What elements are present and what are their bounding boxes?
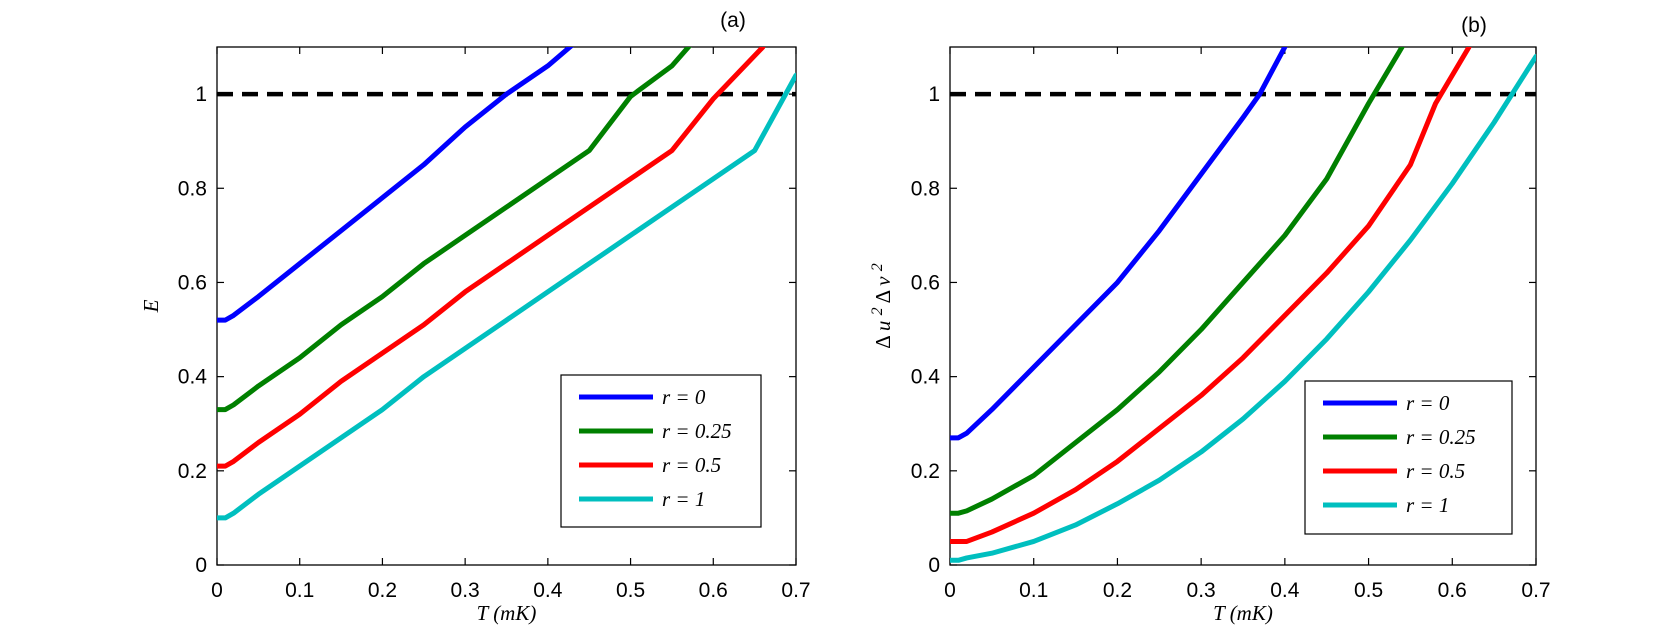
y-axis-label: Δ u 2 Δ v 2 [869, 263, 895, 349]
x-tick-label: 0 [211, 579, 223, 602]
series-line-3 [217, 72, 796, 521]
panel-a: 0 0.1 0.2 0.3 0.4 0.5 0.6 0.7 0 0.2 0.4 0.6 0.8 1 (a) T… [139, 9, 811, 625]
plot-frame [216, 46, 797, 566]
x-tick-label: 0.3 [1187, 579, 1216, 602]
y-tick-label: 0 [195, 554, 207, 577]
series-line-0 [950, 47, 1288, 441]
x-tick-label: 0.5 [1354, 579, 1383, 602]
x-tick-label: 0.5 [616, 579, 645, 602]
plot-frame [949, 46, 1537, 566]
series-line-2 [217, 47, 766, 469]
legend-label-2: r = 0.5 [1406, 459, 1465, 483]
legend-label-0: r = 0 [662, 385, 706, 409]
x-tick-label: 0.7 [781, 579, 810, 602]
x-tick-label: 0.2 [368, 579, 397, 602]
y-tick-label: 0.8 [911, 177, 940, 200]
legend-label-1: r = 0.25 [662, 419, 732, 443]
x-axis-label: T (mK) [1213, 601, 1273, 625]
x-tick-label: 0.4 [1270, 579, 1300, 602]
x-tick-label: 0.6 [699, 579, 728, 602]
y-tick-label: 0.4 [178, 366, 208, 389]
y-tick-label: 0.6 [911, 271, 940, 294]
x-tick-label: 0.1 [1019, 579, 1048, 602]
y-tick-label: 0.6 [178, 271, 207, 294]
panel-label: (b) [1461, 14, 1487, 37]
y-tick-label: 0.2 [178, 460, 207, 483]
legend-label-3: r = 1 [1406, 493, 1449, 517]
x-tick-label: 0.3 [451, 579, 480, 602]
y-tick-label: 0.8 [178, 177, 207, 200]
x-tick-label: 0.1 [285, 579, 314, 602]
x-tick-label: 0.4 [533, 579, 563, 602]
x-tick-label: 0.6 [1438, 579, 1467, 602]
panel-label: (a) [720, 9, 746, 32]
series-line-2 [950, 47, 1472, 544]
y-tick-label: 1 [928, 83, 940, 106]
y-tick-label: 0.2 [911, 460, 940, 483]
panel-b: 0 0.1 0.2 0.3 0.4 0.5 0.6 0.7 0 0.2 0.4 0.6 0.8 1 (b) T… [869, 14, 1551, 625]
y-tick-label: 0.4 [911, 366, 941, 389]
series-line-1 [217, 47, 692, 413]
x-axis-label: T (mK) [477, 601, 537, 625]
x-tick-label: 0.2 [1103, 579, 1132, 602]
series-line-3 [950, 53, 1536, 563]
x-tick-label: 0.7 [1521, 579, 1550, 602]
legend-box [1304, 380, 1513, 535]
legend-label-1: r = 0.25 [1406, 425, 1476, 449]
series-line-0 [217, 47, 574, 323]
legend-label-3: r = 1 [662, 487, 705, 511]
y-tick-label: 0 [928, 554, 940, 577]
legend-label-0: r = 0 [1406, 391, 1450, 415]
x-tick-label: 0 [944, 579, 956, 602]
series-line-1 [950, 47, 1405, 516]
legend-label-2: r = 0.5 [662, 453, 721, 477]
legend-box [560, 374, 762, 528]
y-axis-label: E [139, 299, 163, 313]
y-tick-label: 1 [195, 83, 207, 106]
